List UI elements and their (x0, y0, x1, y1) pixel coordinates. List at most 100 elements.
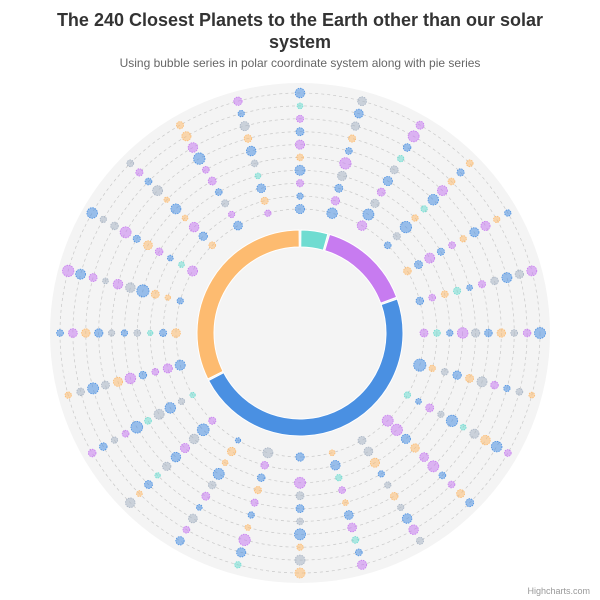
bubble-point (170, 203, 182, 215)
bubble-point (343, 510, 354, 520)
pie-slice (196, 229, 300, 380)
bubble-point (237, 110, 245, 118)
bubble-point (376, 187, 386, 197)
bubble-point (402, 143, 412, 152)
bubble-point (415, 120, 425, 130)
bubble-point (164, 402, 177, 414)
bubble-point (295, 114, 304, 123)
bubble-point (164, 294, 171, 301)
bubble-point (452, 370, 462, 380)
bubble-point (342, 499, 349, 506)
bubble-point (295, 452, 305, 462)
bubble-point (514, 269, 525, 279)
bubble-point (208, 241, 217, 250)
bubble-point (177, 397, 186, 405)
bubble-point (76, 387, 85, 396)
bubble-point (438, 471, 447, 480)
bubble-point (534, 327, 546, 339)
bubble-point (501, 272, 513, 284)
bubble-point (244, 524, 252, 531)
bubble-point (294, 476, 306, 489)
bubble-point (110, 221, 119, 231)
bubble-point (403, 391, 411, 399)
pie-slice (207, 298, 404, 437)
bubble-point (348, 134, 357, 143)
bubble-point (425, 403, 435, 413)
bubble-point (189, 391, 196, 399)
bubble-point (445, 414, 459, 427)
bubble-point (181, 214, 189, 222)
credits-link[interactable]: Highcharts.com (527, 586, 590, 596)
bubble-point (257, 473, 266, 482)
bubble-point (428, 293, 437, 302)
bubble-point (101, 380, 110, 390)
bubble-point (390, 423, 403, 436)
bubble-point (330, 196, 340, 206)
bubble-point (334, 183, 344, 193)
bubble-point (446, 329, 454, 337)
pie-slice (300, 229, 329, 251)
bubble-point (138, 370, 148, 380)
bubble-point (151, 367, 160, 376)
bubble-point (207, 176, 217, 186)
bubble-point (354, 548, 363, 557)
bubble-point (125, 497, 136, 508)
bubble-point (428, 364, 436, 372)
bubble-point (399, 221, 412, 234)
bubble-point (381, 414, 394, 427)
bubble-point (295, 491, 305, 501)
bubble-point (447, 177, 456, 186)
bubble-point (174, 359, 186, 371)
bubble-point (81, 328, 91, 338)
pie-slice (324, 233, 398, 304)
bubble-point (408, 524, 419, 535)
bubble-point (295, 504, 305, 514)
bubble-point (153, 408, 165, 420)
bubble-point (294, 567, 306, 579)
bubble-point (465, 498, 475, 508)
bubble-point (296, 153, 304, 162)
bubble-point (382, 175, 393, 186)
bubble-point (440, 290, 449, 299)
bubble-point (294, 203, 305, 214)
bubble-point (112, 279, 124, 290)
bubble-point (126, 159, 135, 168)
bubble-point (415, 296, 424, 306)
bubble-point (351, 536, 360, 544)
bubble-point (403, 266, 412, 276)
bubble-point (363, 446, 374, 457)
bubble-point (233, 96, 243, 106)
bubble-point (447, 480, 456, 489)
bubble-point (295, 179, 304, 188)
bubble-point (130, 420, 144, 434)
bubble-point (410, 443, 420, 453)
bubble-point (296, 543, 304, 551)
bubble-point (400, 433, 411, 444)
bubble-point (383, 241, 392, 250)
bubble-point (133, 329, 142, 337)
bubble-point (144, 480, 153, 489)
bubble-point (470, 328, 481, 338)
bubble-point (125, 282, 136, 293)
bubble-point (295, 127, 305, 137)
bubble-point (233, 220, 243, 231)
bubble-point (167, 254, 174, 262)
bubble-point (239, 121, 250, 132)
bubble-point (353, 108, 364, 119)
bubble-point (370, 198, 380, 208)
bubble-point (344, 147, 353, 155)
bubble-point (119, 226, 132, 239)
bubble-point (94, 328, 104, 338)
bubble-point (465, 159, 474, 168)
bubble-point (113, 376, 124, 387)
bubble-point (171, 328, 181, 338)
bubble-point (397, 503, 405, 511)
bubble-point (159, 328, 168, 337)
chart-subtitle: Using bubble series in polar coordinate … (119, 56, 481, 70)
bubble-point (456, 489, 466, 499)
bubble-point (338, 486, 346, 494)
bubble-point (515, 387, 524, 396)
bubble-point (135, 168, 144, 177)
bubble-point (247, 511, 255, 519)
